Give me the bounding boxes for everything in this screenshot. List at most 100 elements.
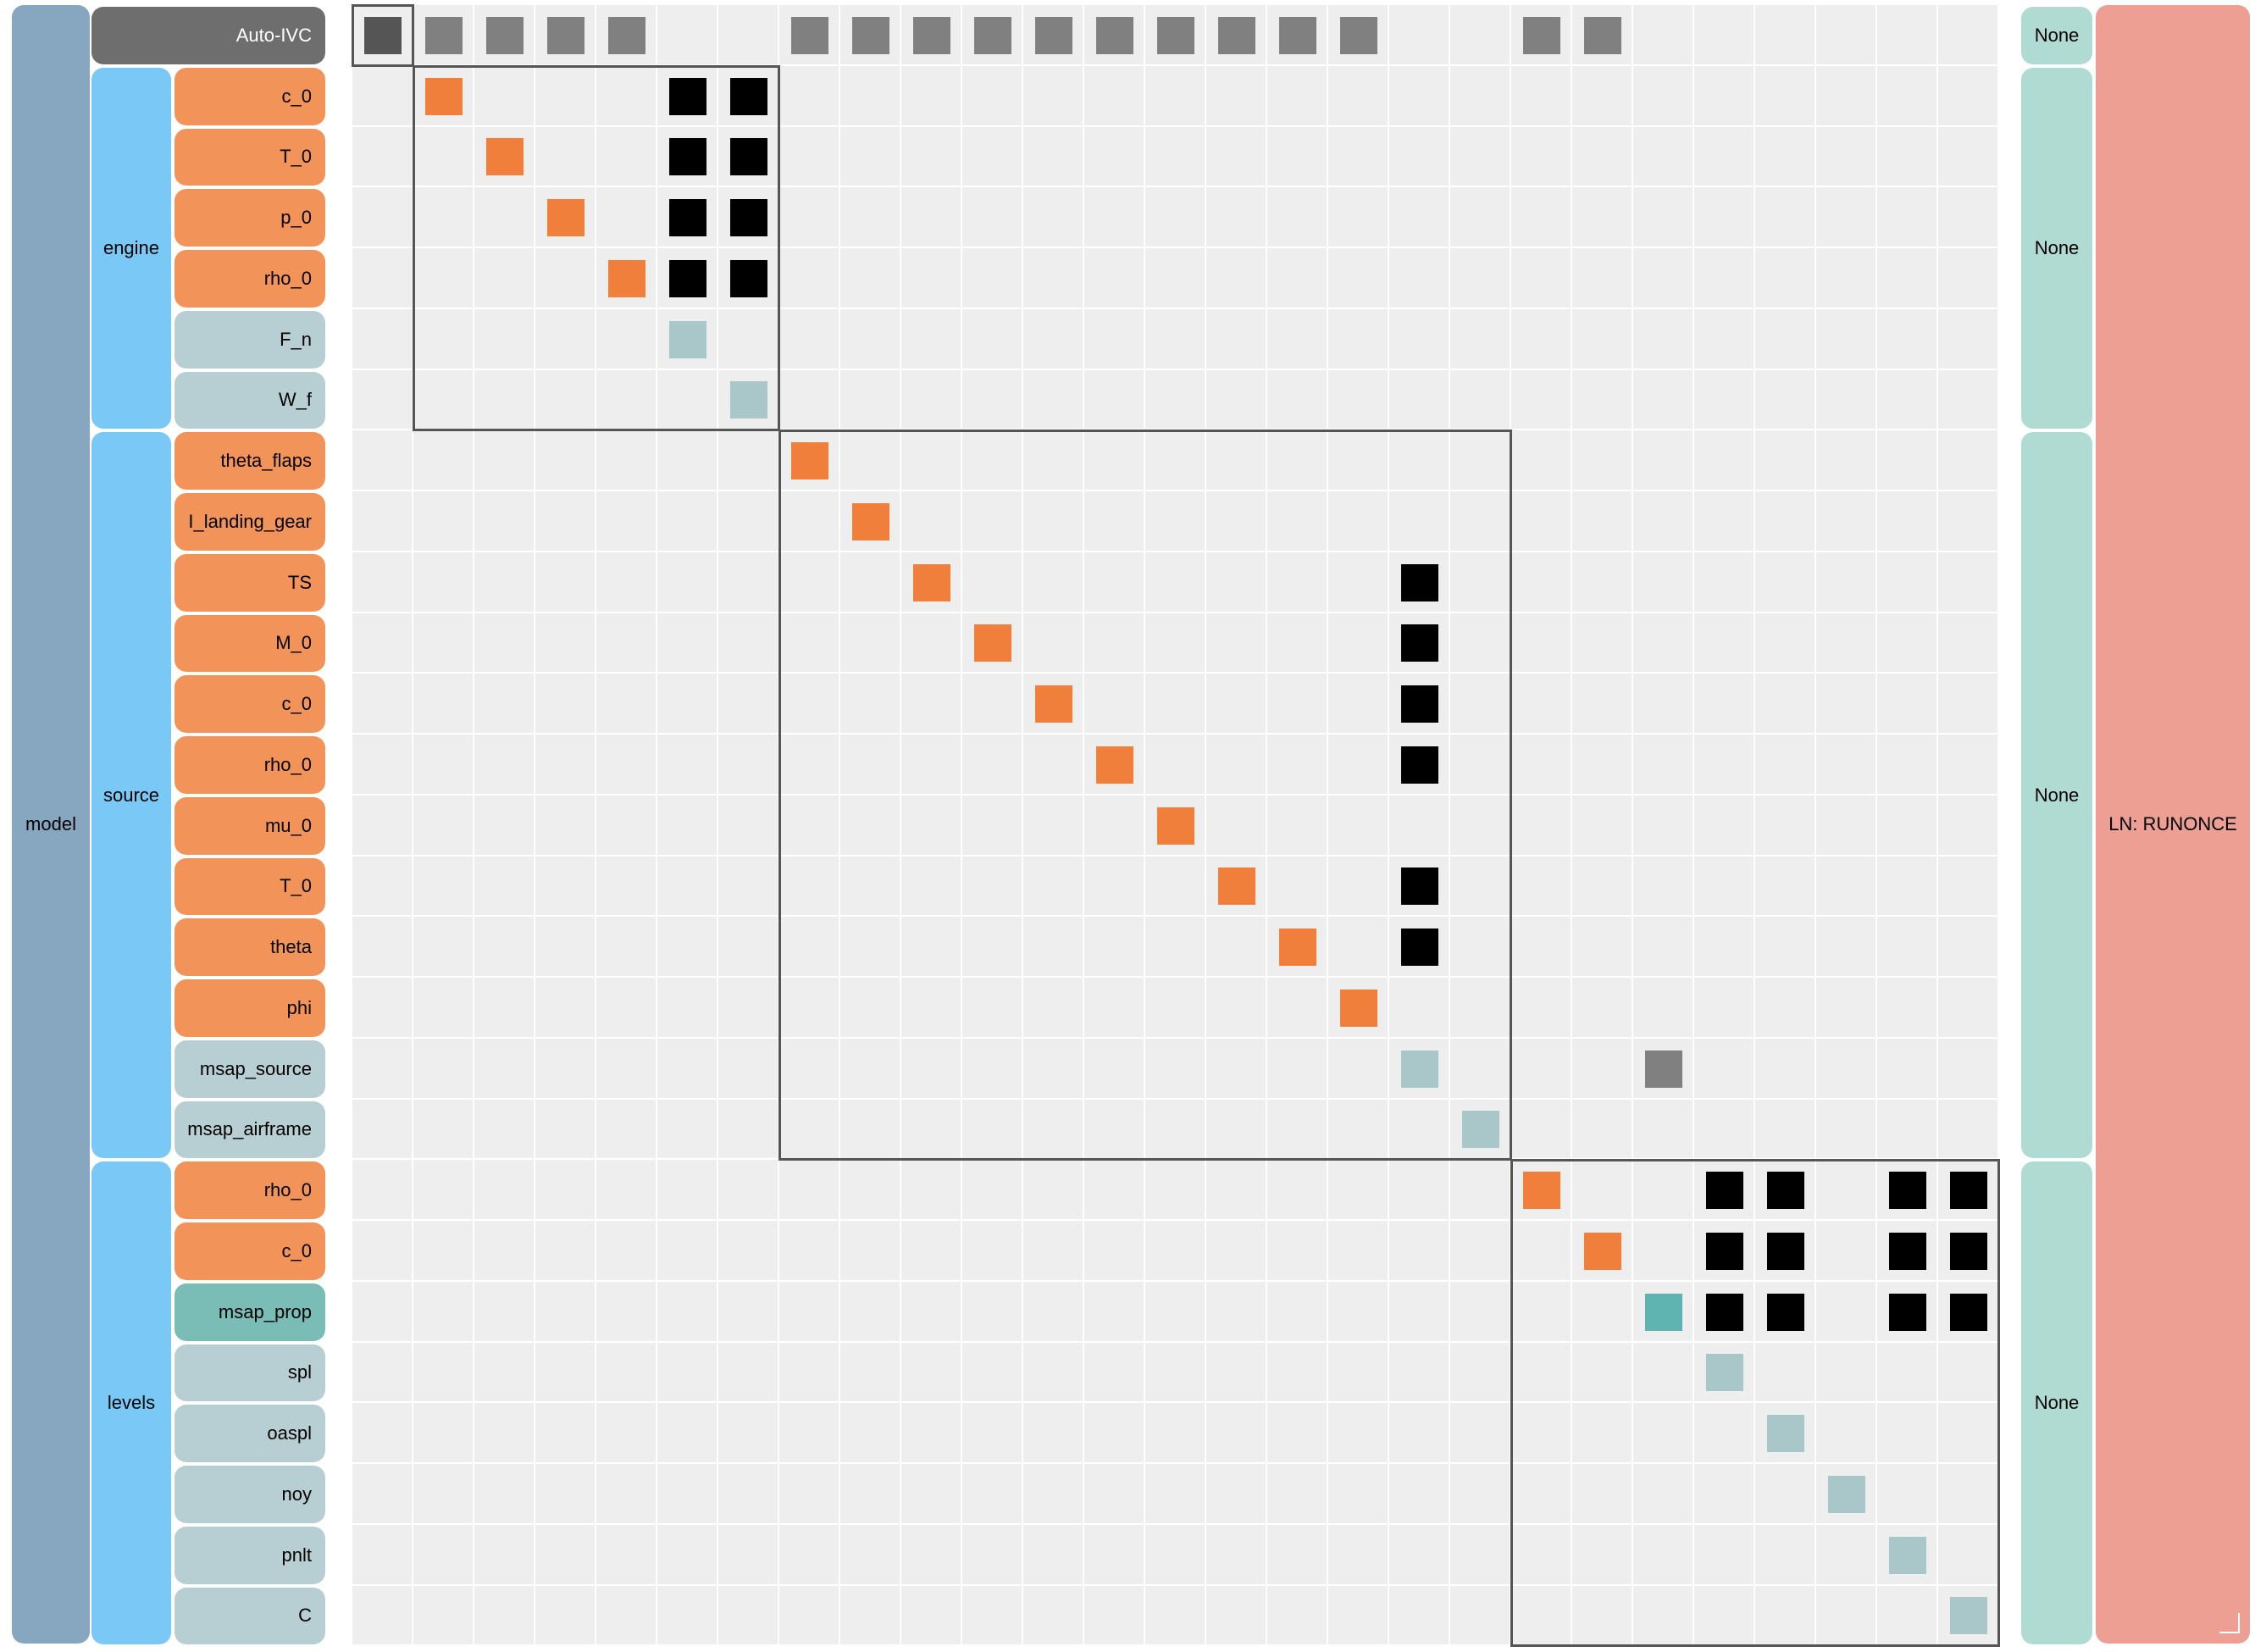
diagonal-cell-ivc[interactable]	[364, 16, 402, 54]
connection-cell[interactable]	[730, 138, 767, 176]
variable-label-output[interactable]: oaspl	[175, 1405, 325, 1462]
connection-cell[interactable]	[1157, 16, 1194, 54]
diagonal-cell-input[interactable]	[1279, 929, 1316, 967]
connection-cell[interactable]	[547, 16, 585, 54]
connection-cell[interactable]	[425, 16, 463, 54]
solver-engine[interactable]: None	[2021, 67, 2092, 430]
diagonal-cell-input[interactable]	[913, 563, 950, 601]
connection-cell[interactable]	[1340, 16, 1377, 54]
variable-label-input[interactable]: I_landing_gear	[175, 493, 325, 551]
solver-source[interactable]: None	[2021, 432, 2092, 1159]
diagonal-cell-input[interactable]	[1584, 1232, 1621, 1270]
auto-ivc-label[interactable]: Auto-IVC	[91, 7, 325, 64]
group-engine[interactable]: engine	[91, 67, 171, 430]
group-source[interactable]: source	[91, 432, 171, 1159]
connection-cell[interactable]	[1279, 16, 1316, 54]
connection-cell[interactable]	[669, 77, 706, 115]
connection-cell[interactable]	[1645, 1050, 1682, 1088]
variable-label-input[interactable]: rho_0	[175, 250, 325, 308]
variable-label-input[interactable]: rho_0	[175, 736, 325, 794]
connection-cell[interactable]	[913, 16, 950, 54]
solver-top[interactable]: None	[2021, 7, 2092, 64]
variable-label-input[interactable]: rho_0	[175, 1161, 325, 1219]
variable-label-input[interactable]: c_0	[175, 1222, 325, 1280]
connection-cell[interactable]	[1767, 1172, 1804, 1210]
connection-cell[interactable]	[1401, 746, 1438, 784]
connection-cell[interactable]	[730, 77, 767, 115]
diagonal-cell-output[interactable]	[1767, 1415, 1804, 1453]
connection-cell[interactable]	[1096, 16, 1133, 54]
diagonal-cell-input[interactable]	[1340, 989, 1377, 1027]
connection-cell[interactable]	[669, 199, 706, 237]
diagonal-cell-input[interactable]	[1035, 685, 1072, 723]
connection-cell[interactable]	[1401, 929, 1438, 967]
variable-label-output[interactable]: W_f	[175, 371, 325, 430]
diagonal-cell-input[interactable]	[852, 502, 889, 541]
connection-cell[interactable]	[1401, 685, 1438, 723]
diagonal-cell-input[interactable]	[547, 199, 585, 237]
diagonal-cell-output[interactable]	[1828, 1475, 1865, 1513]
connection-cell[interactable]	[730, 259, 767, 297]
variable-label-input[interactable]: c_0	[175, 67, 325, 125]
connection-cell[interactable]	[852, 16, 889, 54]
variable-label-input[interactable]: M_0	[175, 614, 325, 673]
connection-cell[interactable]	[1706, 1232, 1743, 1270]
diagonal-cell-input[interactable]	[1218, 868, 1255, 906]
variable-label-input[interactable]: phi	[175, 979, 325, 1037]
connection-cell[interactable]	[1401, 868, 1438, 906]
variable-label-output[interactable]: spl	[175, 1344, 325, 1402]
variable-label-input[interactable]: TS	[175, 553, 325, 612]
variable-label-output[interactable]: F_n	[175, 310, 325, 369]
diagonal-cell-input[interactable]	[974, 624, 1011, 662]
connection-cell[interactable]	[1401, 624, 1438, 662]
variable-label-input[interactable]: theta_flaps	[175, 432, 325, 490]
connection-cell[interactable]	[1950, 1172, 1987, 1210]
connection-cell[interactable]	[1889, 1293, 1926, 1331]
connection-cell[interactable]	[1767, 1293, 1804, 1331]
connection-cell[interactable]	[791, 16, 828, 54]
connection-cell[interactable]	[669, 138, 706, 176]
variable-label-output[interactable]: msap_source	[175, 1039, 325, 1098]
diagonal-cell-input[interactable]	[425, 77, 463, 115]
variable-label-state[interactable]: msap_prop	[175, 1283, 325, 1341]
diagonal-cell-output[interactable]	[669, 320, 706, 358]
connection-cell[interactable]	[1950, 1232, 1987, 1270]
connection-cell[interactable]	[1767, 1232, 1804, 1270]
diagonal-cell-output[interactable]	[730, 381, 767, 419]
connection-cell[interactable]	[608, 16, 645, 54]
connection-cell[interactable]	[1218, 16, 1255, 54]
connection-cell[interactable]	[730, 199, 767, 237]
connection-cell[interactable]	[1889, 1232, 1926, 1270]
variable-label-output[interactable]: msap_airframe	[175, 1100, 325, 1159]
connection-cell[interactable]	[1950, 1293, 1987, 1331]
connection-cell[interactable]	[1401, 563, 1438, 601]
connection-cell[interactable]	[669, 259, 706, 297]
variable-label-input[interactable]: T_0	[175, 128, 325, 186]
diagonal-cell-state[interactable]	[1645, 1293, 1682, 1331]
diagonal-cell-input[interactable]	[1523, 1172, 1560, 1210]
diagonal-cell-input[interactable]	[791, 442, 828, 480]
connection-cell[interactable]	[1523, 16, 1560, 54]
outer-solver[interactable]: LN: RUNONCE	[2096, 5, 2250, 1644]
group-levels[interactable]: levels	[91, 1161, 171, 1645]
variable-label-input[interactable]: mu_0	[175, 796, 325, 855]
diagonal-cell-output[interactable]	[1950, 1597, 1987, 1635]
variable-label-output[interactable]: noy	[175, 1466, 325, 1523]
diagonal-cell-output[interactable]	[1401, 1050, 1438, 1088]
diagonal-cell-input[interactable]	[608, 259, 645, 297]
connection-cell[interactable]	[974, 16, 1011, 54]
resize-handle-icon[interactable]	[2219, 1613, 2240, 1633]
variable-label-input[interactable]: p_0	[175, 189, 325, 247]
variable-label-input[interactable]: T_0	[175, 857, 325, 916]
diagonal-cell-output[interactable]	[1706, 1354, 1743, 1392]
solver-levels[interactable]: None	[2021, 1161, 2092, 1645]
diagonal-cell-input[interactable]	[1157, 807, 1194, 845]
diagonal-cell-output[interactable]	[1889, 1536, 1926, 1574]
variable-label-input[interactable]: theta	[175, 918, 325, 976]
variable-label-output[interactable]: C	[175, 1587, 325, 1645]
connection-cell[interactable]	[486, 16, 524, 54]
variable-label-output[interactable]: pnlt	[175, 1526, 325, 1584]
connection-cell[interactable]	[1584, 16, 1621, 54]
model-group[interactable]: model	[12, 5, 90, 1644]
variable-label-input[interactable]: c_0	[175, 675, 325, 733]
